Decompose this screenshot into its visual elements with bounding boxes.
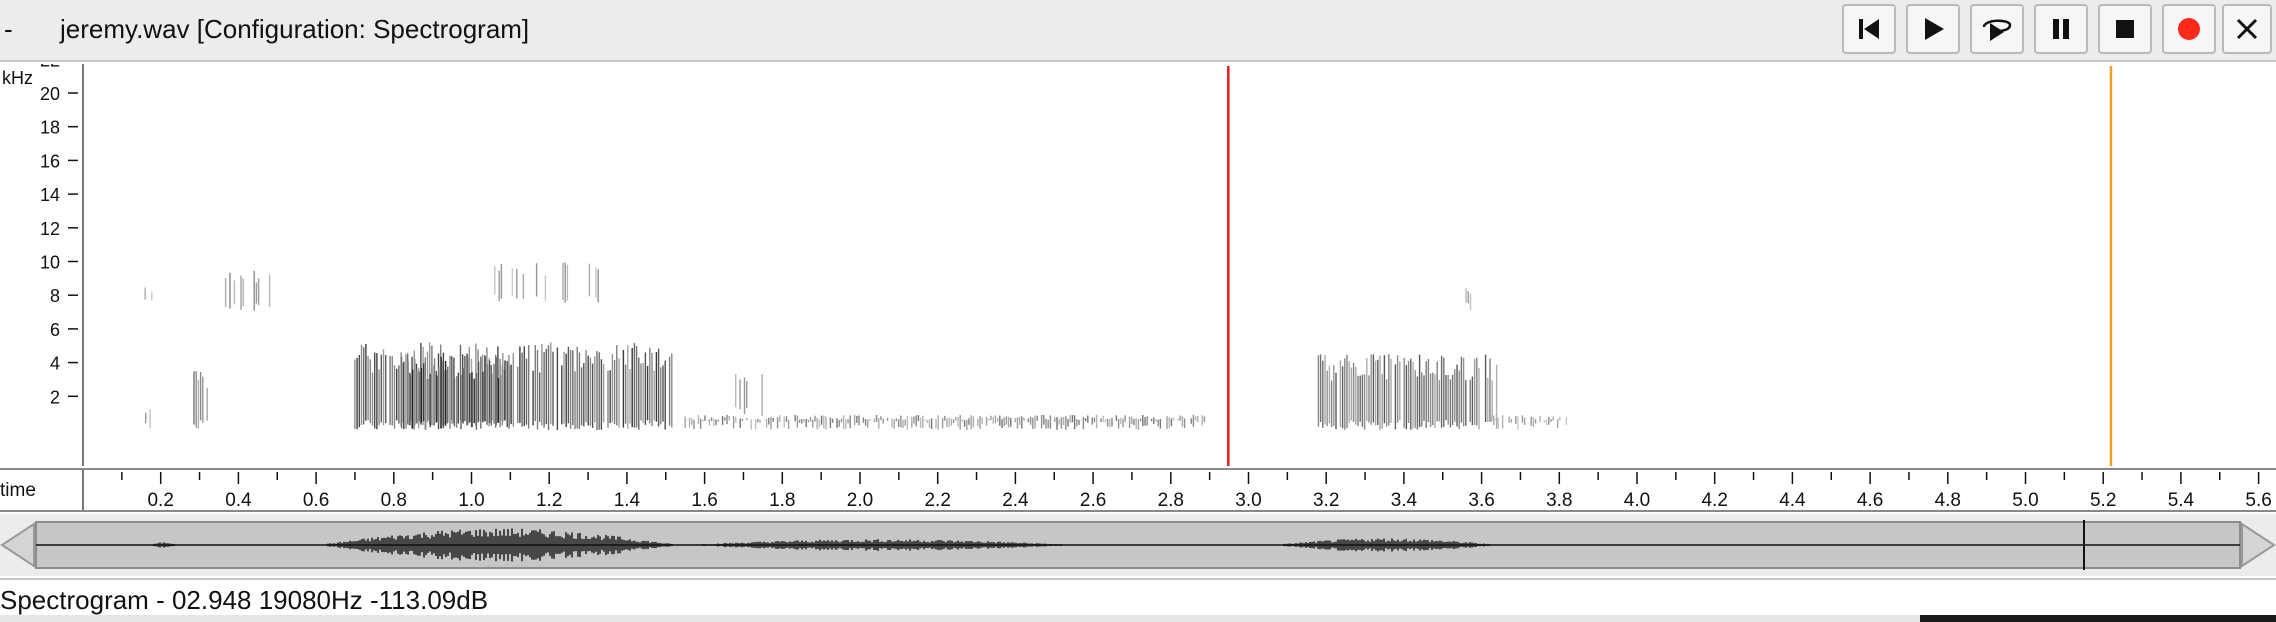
waveform-overview[interactable] xyxy=(0,514,2276,576)
freq-tick-label: 2 xyxy=(50,387,60,407)
time-tick-label: 2.2 xyxy=(924,490,950,510)
spectrogram-energy xyxy=(144,262,1568,430)
pause-icon xyxy=(2053,19,2069,39)
time-tick-label: 4.8 xyxy=(1935,490,1961,510)
time-tick-label: 2.0 xyxy=(847,490,873,510)
window-title: jeremy.wav [Configuration: Spectrogram] xyxy=(60,14,530,44)
freq-tick-label: 14 xyxy=(40,185,60,205)
time-tick-label: 3.8 xyxy=(1546,490,1572,510)
freq-tick-label: 8 xyxy=(50,286,60,306)
record-button[interactable] xyxy=(2162,4,2216,54)
time-tick-label: 3.6 xyxy=(1468,490,1494,510)
background-window-strip xyxy=(0,612,2276,622)
time-tick-label: 3.2 xyxy=(1313,490,1339,510)
record-icon xyxy=(2178,18,2200,40)
play-icon xyxy=(1925,18,1944,40)
skip-to-start-button[interactable] xyxy=(1842,4,1896,54)
status-text: Spectrogram - 02.948 19080Hz -113.09dB xyxy=(0,585,489,615)
freq-tick-label: 22 xyxy=(40,64,60,70)
time-tick-label: 5.0 xyxy=(2012,490,2038,510)
time-tick-label: 4.0 xyxy=(1624,490,1650,510)
time-tick-label: 5.2 xyxy=(2090,490,2116,510)
time-tick-label: 1.0 xyxy=(458,490,484,510)
stop-button[interactable] xyxy=(2098,4,2152,54)
time-tick-label: 4.6 xyxy=(1857,490,1883,510)
freq-tick-label: 12 xyxy=(40,219,60,239)
time-axis: time 0.2 0.4 0.6 0.8 1.0 1.2 1.4 1.6 1.8 2.0 2.2 2.… xyxy=(0,470,2272,511)
waveform xyxy=(151,528,1499,562)
frequency-unit-label: kHz xyxy=(2,68,33,88)
loop-play-icon xyxy=(1982,19,2012,41)
window-menu-button[interactable]: - xyxy=(4,14,13,44)
time-axis-label: time xyxy=(0,480,36,501)
time-tick-label: 2.8 xyxy=(1158,490,1184,510)
spectrogram[interactable]: kHz 22 20 18 16 14 12 10 8 6 4 2 xyxy=(0,50,2276,466)
scroll-right-arrow-icon[interactable] xyxy=(2241,522,2276,568)
time-tick-label: 3.4 xyxy=(1391,490,1418,510)
time-tick-label: 2.6 xyxy=(1080,490,1106,510)
frequency-axis: 22 20 18 16 14 12 10 8 6 4 2 xyxy=(40,50,78,407)
time-tick-label: 1.4 xyxy=(614,490,641,510)
time-tick-label: 1.2 xyxy=(536,490,562,510)
close-button[interactable] xyxy=(2222,4,2272,54)
time-tick-label: 0.2 xyxy=(147,490,173,510)
freq-tick-label: 6 xyxy=(50,320,60,340)
time-tick-label: 4.2 xyxy=(1701,490,1727,510)
time-tick-label: 4.4 xyxy=(1779,490,1806,510)
loop-play-button[interactable] xyxy=(1970,4,2024,54)
pause-button[interactable] xyxy=(2034,4,2088,54)
time-ruler: time 0.2 0.4 0.6 0.8 1.0 1.2 1.4 1.6 1.8 2.0 2.2 2.… xyxy=(0,468,2276,512)
freq-tick-label: 4 xyxy=(50,354,60,374)
close-icon xyxy=(2236,18,2258,40)
time-tick-label: 1.8 xyxy=(769,490,795,510)
freq-tick-label: 20 xyxy=(40,84,60,104)
spectrogram-panel[interactable]: kHz 22 20 18 16 14 12 10 8 6 4 2 xyxy=(0,50,2276,466)
time-tick-label: 1.6 xyxy=(691,490,717,510)
status-bar: Spectrogram - 02.948 19080Hz -113.09dB xyxy=(0,578,2276,622)
play-button[interactable] xyxy=(1906,4,1960,54)
time-tick-label: 5.4 xyxy=(2168,490,2195,510)
freq-tick-label: 10 xyxy=(40,253,60,273)
time-tick-label: 0.4 xyxy=(225,490,252,510)
time-tick-label: 0.6 xyxy=(303,490,329,510)
time-tick-label: 0.8 xyxy=(381,490,407,510)
freq-tick-label: 18 xyxy=(40,118,60,138)
freq-tick-label: 16 xyxy=(40,151,60,171)
stop-icon xyxy=(2116,20,2134,38)
title-bar: - jeremy.wav [Configuration: Spectrogram… xyxy=(0,0,2276,62)
skip-to-start-icon xyxy=(1859,19,1879,39)
time-tick-label: 2.4 xyxy=(1002,490,1029,510)
time-tick-label: 3.0 xyxy=(1235,490,1261,510)
time-tick-label: 5.6 xyxy=(2245,490,2271,510)
scroll-left-arrow-icon[interactable] xyxy=(0,522,35,568)
